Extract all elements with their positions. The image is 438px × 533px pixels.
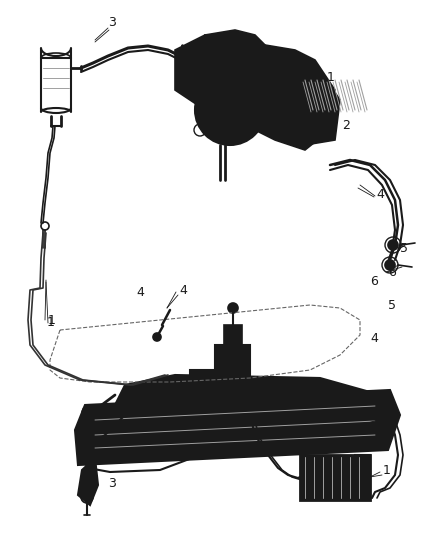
Circle shape: [153, 333, 161, 341]
Text: 5: 5: [388, 299, 396, 312]
Text: 4: 4: [371, 332, 378, 345]
Polygon shape: [175, 30, 275, 130]
Text: 3: 3: [108, 478, 116, 490]
Circle shape: [199, 382, 235, 418]
Text: 2: 2: [342, 119, 350, 132]
Text: 1: 1: [204, 448, 212, 462]
Bar: [355, 455, 370, 500]
Polygon shape: [115, 375, 370, 415]
Circle shape: [213, 396, 221, 404]
Circle shape: [385, 260, 395, 270]
Circle shape: [220, 351, 244, 375]
Circle shape: [388, 240, 398, 250]
Text: 1: 1: [46, 316, 54, 329]
Polygon shape: [200, 35, 335, 150]
Text: 6: 6: [371, 275, 378, 288]
Polygon shape: [275, 60, 340, 145]
Bar: [190, 370, 245, 425]
Circle shape: [222, 102, 238, 118]
Text: 4: 4: [376, 189, 384, 201]
Text: 1: 1: [48, 313, 56, 327]
Circle shape: [228, 303, 238, 313]
Bar: [300, 455, 370, 500]
Text: 1: 1: [327, 71, 335, 84]
Circle shape: [352, 422, 358, 428]
Circle shape: [82, 405, 98, 421]
Text: 3: 3: [108, 15, 116, 28]
Circle shape: [195, 75, 265, 145]
Text: 4: 4: [179, 284, 187, 296]
Text: 1: 1: [383, 464, 391, 477]
Text: 5: 5: [400, 241, 408, 254]
Text: 6: 6: [388, 265, 396, 279]
Text: 4: 4: [136, 286, 144, 298]
Bar: [205, 60, 250, 90]
Bar: [224, 325, 242, 347]
Circle shape: [349, 419, 361, 431]
Bar: [215, 345, 250, 380]
Polygon shape: [75, 390, 400, 465]
Text: 2: 2: [381, 411, 389, 424]
Polygon shape: [78, 458, 98, 505]
